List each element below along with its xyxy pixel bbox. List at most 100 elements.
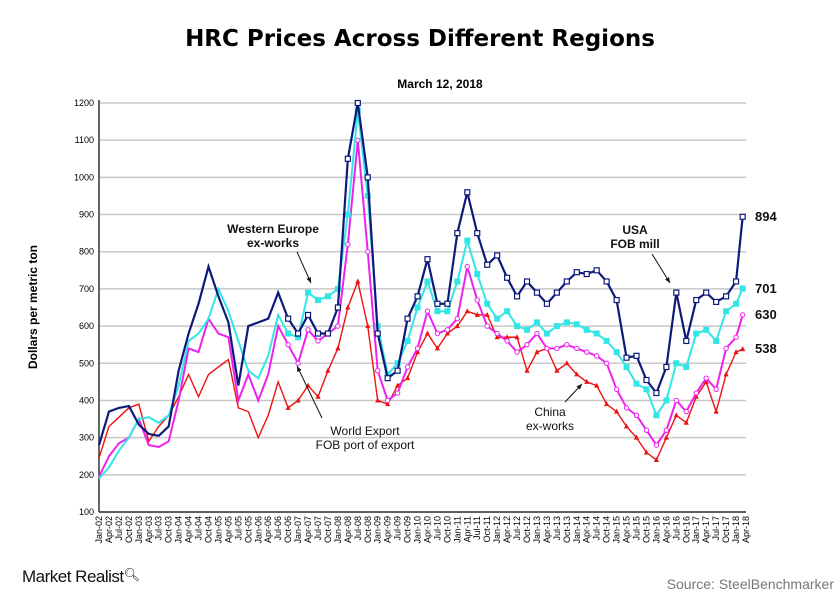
series-line-0 <box>97 102 744 446</box>
usa-point <box>613 296 620 304</box>
x-tick-label: Jul-05 <box>233 516 243 541</box>
x-tick-label: Jan-14 <box>572 516 582 544</box>
china-point <box>355 278 361 284</box>
china-point <box>484 311 490 317</box>
china-point <box>740 346 746 352</box>
usa-point <box>374 330 381 337</box>
chart-title: HRC Prices Across Different Regions <box>185 26 655 52</box>
usa-point <box>285 315 292 322</box>
usa-point <box>653 389 660 397</box>
china-point <box>504 334 510 340</box>
x-tick-label: Jul-10 <box>432 516 442 541</box>
usa-point <box>344 155 351 162</box>
usa-point <box>573 269 580 276</box>
arrow-usa <box>651 253 671 284</box>
x-tick-label: Jan-13 <box>532 516 542 544</box>
western-europe-point <box>693 330 700 337</box>
china-point <box>454 323 460 329</box>
western-europe-point <box>553 323 560 330</box>
x-tick-label: Oct-16 <box>681 516 691 543</box>
x-tick-label: Jul-07 <box>313 516 323 541</box>
western-europe-point <box>723 308 730 315</box>
world-export-point <box>454 315 461 322</box>
western-europe-point <box>414 304 421 311</box>
x-tick-label: Jan-12 <box>492 516 502 544</box>
market-realist-logo: Market Realist🔍︎ <box>22 567 140 587</box>
x-tick-label: Apr-16 <box>661 516 671 543</box>
world-export-point <box>663 427 670 433</box>
world-export-point <box>404 364 411 370</box>
world-export-point <box>414 345 421 352</box>
china-point <box>554 367 560 373</box>
y-tick-label: 600 <box>79 321 94 331</box>
usa-point <box>384 375 391 382</box>
western-europe-point <box>593 330 600 337</box>
western-europe-point <box>563 319 570 326</box>
usa-point <box>683 337 690 345</box>
usa-point <box>732 278 740 285</box>
annotation-china: China ex-works <box>520 405 580 433</box>
y-tick-label: 100 <box>79 507 94 517</box>
x-tick-label: Jan-17 <box>691 516 701 544</box>
western-europe-point <box>285 330 292 337</box>
china-point <box>574 371 580 377</box>
x-tick-label: Oct-17 <box>721 516 731 543</box>
x-tick-label: Jan-18 <box>731 516 741 544</box>
end-label-western-europe: 701 <box>755 281 777 296</box>
china-point <box>345 304 351 310</box>
western-europe-point <box>673 360 680 367</box>
annotation-line: USA <box>622 223 648 237</box>
world-export-point <box>384 397 391 404</box>
x-tick-label: Apr-15 <box>622 516 632 543</box>
usa-point <box>713 298 720 306</box>
usa-point <box>533 289 541 296</box>
x-tick-label: Oct-02 <box>124 516 134 543</box>
china-point <box>534 349 540 355</box>
x-tick-label: Jan-07 <box>293 516 303 544</box>
arrow-china-head <box>576 384 582 390</box>
western-europe-point <box>739 285 746 292</box>
china-point <box>713 408 719 414</box>
western-europe-point <box>494 315 501 322</box>
world-export-point <box>554 345 560 352</box>
annotation-line: Western Europe <box>227 222 319 236</box>
y-tick-label: 1000 <box>74 172 94 182</box>
x-tick-label: Jul-11 <box>472 516 482 540</box>
western-europe-point <box>364 192 371 199</box>
usa-point <box>494 252 501 259</box>
annotation-usa: USA FOB mill <box>600 223 670 251</box>
western-europe-point <box>533 319 540 326</box>
world-export-point <box>584 349 590 355</box>
world-export-point <box>564 341 570 348</box>
western-europe-point <box>444 308 451 315</box>
world-export-point <box>295 360 301 366</box>
western-europe-point <box>653 412 660 419</box>
x-tick-label: Jul-12 <box>512 516 522 541</box>
x-tick-label: Apr-07 <box>303 516 313 543</box>
world-export-point <box>653 442 660 448</box>
world-export-point <box>713 386 719 392</box>
annotation-western-europe: Western Europe ex-works <box>218 222 328 250</box>
world-export-point <box>534 330 540 337</box>
western-europe-point <box>474 271 481 278</box>
world-export-point <box>335 323 341 329</box>
y-tick-label: 800 <box>79 247 94 257</box>
western-europe-point <box>633 380 640 387</box>
china-point <box>494 334 500 340</box>
world-export-point <box>464 263 470 270</box>
arrow-western-europe <box>296 251 312 284</box>
china-point <box>663 434 669 440</box>
x-tick-label: Apr-06 <box>263 516 273 543</box>
x-tick-label: Jan-05 <box>213 516 223 544</box>
x-tick-label: Apr-11 <box>462 516 472 542</box>
x-tick-label: Jan-09 <box>373 516 383 544</box>
x-tick-label: Apr-12 <box>502 516 512 543</box>
china-point <box>604 401 610 407</box>
world-export-point <box>739 312 746 318</box>
world-export-point <box>484 323 490 329</box>
china-point <box>683 419 689 425</box>
western-europe-point <box>514 323 521 330</box>
usa-point <box>424 256 431 263</box>
magnifier-icon: 🔍︎ <box>123 567 141 582</box>
